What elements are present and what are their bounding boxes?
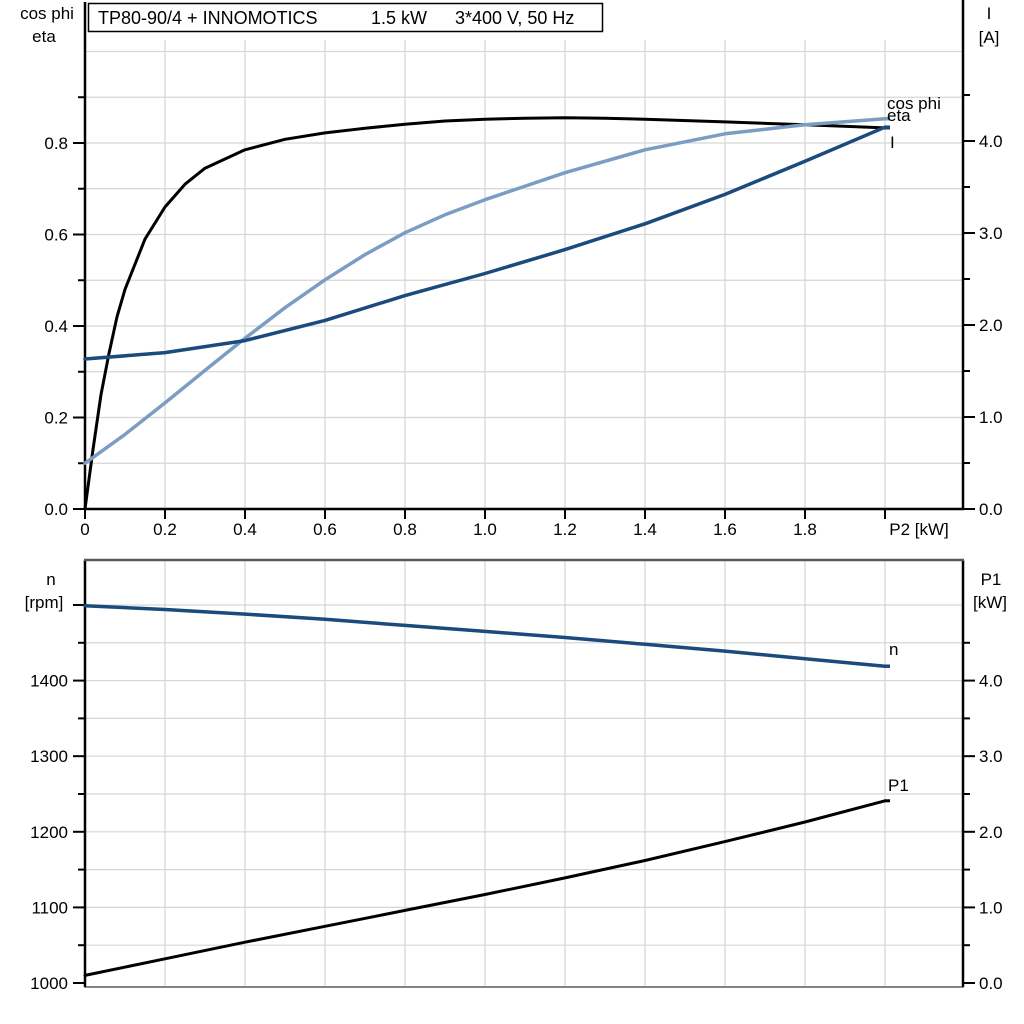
title-pump-model: TP80-90/4 + INNOMOTICS (98, 8, 318, 28)
series-curve-cos-phi (83, 116, 887, 465)
left-axis-tick-label: 1300 (30, 747, 68, 766)
top-right-axis-header-line1: I (987, 4, 992, 23)
left-axis-tick-label: 0.8 (44, 134, 68, 153)
bottom-right-axis-header-line1: P1 (981, 570, 1002, 589)
x-axis-tick-label: 0.4 (233, 520, 257, 539)
x-axis-tick-label: 1.0 (473, 520, 497, 539)
left-axis-tick-label: 0.0 (44, 500, 68, 519)
series-curve-input-power (83, 799, 887, 977)
bottom-chart-axes: 1000 1100 1200 1300 1400 0.0 1.0 2.0 3.0 4.0 (30, 558, 1003, 993)
x-axis-tick-label: 0.8 (393, 520, 417, 539)
bottom-chart-gridlines (85, 560, 963, 987)
left-axis-tick-label: 1100 (31, 898, 68, 917)
top-left-axis-header-line2: eta (32, 27, 56, 46)
x-axis-tick-label: 0.6 (313, 520, 337, 539)
right-axis-tick-label: 1.0 (979, 408, 1003, 427)
bottom-left-axis-header-line2: [rpm] (25, 593, 64, 612)
x-axis-tick-label: 0.2 (153, 520, 177, 539)
title-box-border (87, 2, 604, 33)
x-axis-unit-label: P2 [kW] (889, 520, 949, 539)
top-chart-axes: 0.0 0.2 0.4 0.6 0.8 0.0 1.0 2.0 3.0 4.0 0 0.2 0.4 0.6… (44, 0, 1003, 539)
left-axis-tick-label: 0.6 (44, 225, 68, 244)
right-axis-tick-label: 1.0 (979, 898, 1003, 917)
x-axis-tick-label: 0 (80, 520, 89, 539)
left-axis-tick-label: 0.4 (44, 317, 68, 336)
curve-label-cos-phi: cos phi (887, 94, 941, 113)
title-voltage-frequency: 3*400 V, 50 Hz (455, 8, 574, 28)
title-box: TP80-90/4 + INNOMOTICS 1.5 kW 3*400 V, 5… (87, 2, 604, 33)
left-axis-tick-label: 0.2 (44, 408, 68, 427)
left-axis-tick-label: 1200 (30, 823, 68, 842)
top-right-axis-header-line2: [A] (979, 28, 1000, 47)
curve-label-current: I (890, 133, 895, 152)
bottom-chart-series (83, 603, 890, 977)
series-curve-eta (83, 116, 887, 511)
series-curve-current (83, 125, 887, 361)
curve-label-speed: n (889, 640, 898, 659)
bottom-right-axis-header-line2: [kW] (973, 593, 1007, 612)
right-axis-tick-label: 3.0 (979, 224, 1003, 243)
x-axis-tick-label: 1.6 (713, 520, 737, 539)
title-rated-power: 1.5 kW (371, 8, 427, 28)
curve-label-input-power: P1 (888, 776, 909, 795)
x-axis-tick-label: 1.2 (553, 520, 577, 539)
right-axis-tick-label: 4.0 (979, 672, 1003, 691)
curve-label-eta: eta (887, 106, 911, 125)
series-curve-speed (83, 603, 887, 668)
top-chart: 0.0 0.2 0.4 0.6 0.8 0.0 1.0 2.0 3.0 4.0 0 0.2 0.4 0.6… (20, 0, 1003, 539)
right-axis-tick-label: 0.0 (979, 500, 1003, 519)
right-axis-tick-label: 3.0 (979, 747, 1003, 766)
right-axis-tick-label: 2.0 (979, 316, 1003, 335)
x-axis-tick-label: 1.4 (633, 520, 657, 539)
left-axis-tick-label: 1000 (30, 974, 68, 993)
bottom-left-axis-header-line1: n (46, 570, 55, 589)
bottom-chart: 1000 1100 1200 1300 1400 0.0 1.0 2.0 3.0 4.0 n [r… (25, 558, 1007, 993)
right-axis-tick-label: 4.0 (979, 132, 1003, 151)
top-left-axis-header-line1: cos phi (20, 4, 74, 23)
left-axis-tick-label: 1400 (30, 672, 68, 691)
top-chart-series (83, 116, 890, 511)
right-axis-tick-label: 0.0 (979, 974, 1003, 993)
right-axis-tick-label: 2.0 (979, 823, 1003, 842)
x-axis-tick-label: 1.8 (793, 520, 817, 539)
